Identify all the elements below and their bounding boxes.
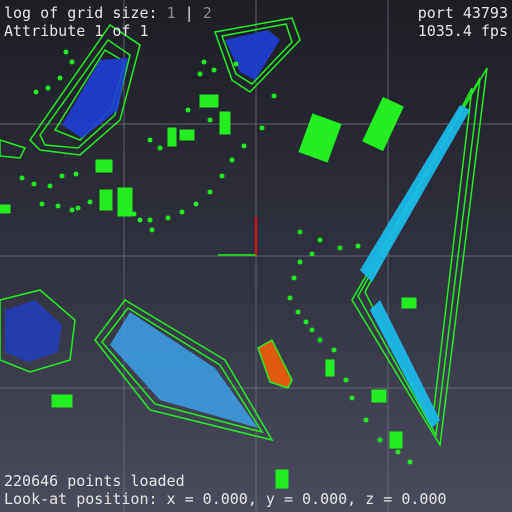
scatter-point: [147, 137, 153, 143]
scatter-point: [229, 157, 235, 163]
look-at-axes: [218, 217, 257, 256]
scatter-point: [337, 245, 343, 251]
scatter-point: [137, 217, 143, 223]
scatter-point: [179, 209, 185, 215]
object-orange: [257, 338, 293, 389]
scatter-point: [297, 229, 303, 235]
fragment: [219, 111, 231, 135]
hud-top-right: port 43793 1035.4 fps: [418, 4, 508, 40]
scatter-point: [377, 437, 383, 443]
fragment: [0, 204, 11, 214]
scatter-point: [343, 377, 349, 383]
fragment: [325, 359, 335, 377]
scatter-point: [349, 395, 355, 401]
scatter-point: [197, 71, 203, 77]
fragment: [389, 431, 403, 449]
object-blue-top: [213, 17, 301, 93]
scatter-point: [47, 183, 53, 189]
scatter-point: [287, 295, 293, 301]
scatter-point: [193, 201, 199, 207]
scatter-point: [309, 251, 315, 257]
scatter-point: [259, 125, 265, 131]
scatter-point: [165, 215, 171, 221]
cloud-blue-top: [225, 30, 280, 80]
look-at-position-label: Look-at position: x = 0.000, y = 0.000, …: [4, 490, 447, 508]
scatter-point: [147, 217, 153, 223]
fragment: [117, 187, 133, 217]
scatter-point: [45, 85, 51, 91]
scatter-point: [271, 93, 277, 99]
scatter-point: [303, 319, 309, 325]
cloud-blue-topleft: [62, 58, 128, 138]
scatter-point: [295, 309, 301, 315]
attribute-label: Attribute 1 of 1: [4, 22, 149, 40]
scatter-point: [63, 49, 69, 55]
fragment: [99, 189, 113, 211]
scatter-point: [73, 171, 79, 177]
fps-label: 1035.4 fps: [417, 22, 508, 40]
scattered-points: [19, 49, 413, 465]
scatter-point: [317, 237, 323, 243]
fragment: [275, 469, 289, 489]
scatter-point: [363, 417, 369, 423]
scatter-point: [331, 347, 337, 353]
scatter-point: [19, 175, 25, 181]
scatter-point: [75, 205, 81, 211]
hud-bottom-left: 220646 points loaded Look-at position: x…: [4, 472, 447, 508]
small-fragments: [0, 94, 417, 489]
scatter-point: [39, 201, 45, 207]
scatter-point: [211, 67, 217, 73]
cloud-blue-bottom: [110, 312, 258, 428]
fragment: [362, 96, 404, 152]
scatter-point: [407, 459, 413, 465]
hud-top-left: log of grid size: 1 | 2 Attribute 1 of 1: [4, 4, 212, 40]
fragment: [167, 127, 177, 147]
points-loaded-label: 220646 points loaded: [4, 472, 185, 490]
port-label: port 43793: [417, 4, 508, 22]
scatter-point: [233, 61, 239, 67]
scatter-point: [207, 189, 213, 195]
scatter-point: [31, 181, 37, 187]
fragment: [298, 113, 342, 163]
fragment: [199, 94, 219, 108]
scatter-point: [55, 203, 61, 209]
scatter-point: [131, 211, 137, 217]
scatter-point: [69, 59, 75, 65]
scatter-point: [157, 145, 163, 151]
scatter-point: [297, 259, 303, 265]
object-blue-bottom: [94, 299, 274, 442]
scatter-point: [149, 227, 155, 233]
scatter-point: [291, 275, 297, 281]
scatter-point: [33, 89, 39, 95]
object-left-top: [0, 139, 27, 159]
scatter-point: [355, 243, 361, 249]
scatter-point: [309, 327, 315, 333]
grid-size-value-2: 2: [202, 4, 212, 22]
cloud-left-bottom: [5, 300, 62, 362]
scatter-point: [87, 199, 93, 205]
scatter-point: [317, 337, 323, 343]
fragment: [95, 159, 113, 173]
scatter-point: [219, 173, 225, 179]
object-left-bottom: [0, 289, 76, 373]
fragment: [371, 389, 387, 403]
fragment: [51, 394, 73, 408]
grid-size-value-1: 1: [166, 4, 176, 22]
cloud-cyan-right: [360, 105, 470, 428]
scatter-point: [69, 207, 75, 213]
scatter-point: [207, 117, 213, 123]
scatter-point: [395, 449, 401, 455]
fragment: [179, 129, 195, 141]
scatter-point: [185, 107, 191, 113]
fragment: [401, 297, 417, 309]
scatter-point: [241, 143, 247, 149]
grid-size-separator: |: [184, 4, 194, 22]
scatter-point: [57, 75, 63, 81]
scatter-point: [201, 59, 207, 65]
grid-size-label: log of grid size:: [4, 4, 158, 22]
scatter-point: [59, 173, 65, 179]
